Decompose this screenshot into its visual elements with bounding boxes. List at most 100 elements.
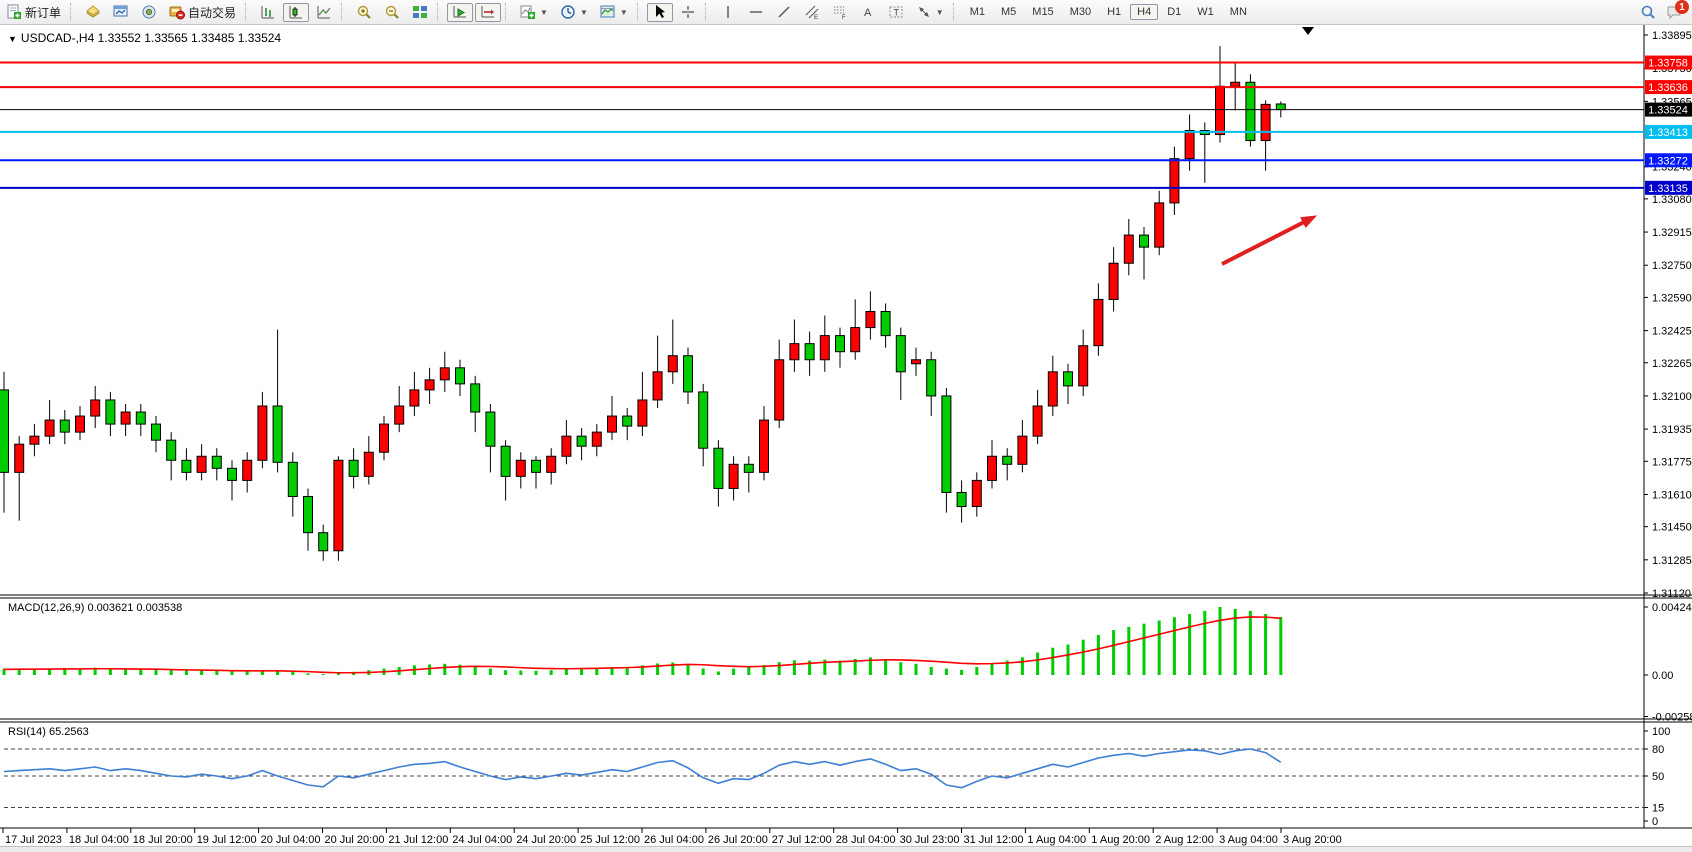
- timeframe-button-d1[interactable]: D1: [1167, 6, 1182, 18]
- candle-body: [90, 399, 101, 417]
- trendline-button[interactable]: [771, 3, 797, 22]
- search-icon[interactable]: [1640, 4, 1656, 20]
- trend-arrow-head[interactable]: [1300, 215, 1318, 228]
- equidistant-channel-icon: E: [804, 4, 820, 21]
- fibonacci-button[interactable]: F: [827, 3, 853, 22]
- price-tag-label: 1.33636: [1648, 82, 1688, 94]
- candle-body: [181, 459, 192, 473]
- equidistant-channel-button[interactable]: E: [799, 3, 825, 22]
- x-axis-label: 3 Aug 04:00: [1219, 834, 1278, 846]
- notifications-button[interactable]: 1: [1666, 0, 1689, 20]
- crosshair-button[interactable]: [675, 3, 701, 22]
- timeframe-button-m1[interactable]: M1: [969, 6, 985, 18]
- line-chart-icon: [316, 4, 332, 20]
- candle-body: [363, 451, 374, 477]
- macd-axis-tick-label: -0.002588: [1652, 711, 1692, 723]
- y-axis-tick-label: 1.31610: [1652, 489, 1692, 501]
- timeframe-button-h1[interactable]: H1: [1107, 6, 1122, 18]
- cursor-button[interactable]: [646, 2, 673, 22]
- price-tag: [1645, 55, 1692, 70]
- vertical-line-icon: [720, 4, 736, 20]
- indicators-button[interactable]: ▼: [515, 3, 553, 22]
- navigator-button[interactable]: [136, 3, 162, 22]
- timeframe-button-w1[interactable]: W1: [1197, 6, 1214, 18]
- shift-marker-icon[interactable]: [1302, 27, 1314, 35]
- periods-button[interactable]: ▼: [555, 3, 593, 22]
- timeframe-button-h4[interactable]: H4: [1130, 4, 1159, 20]
- toolbar-separator: [505, 3, 511, 21]
- x-axis-label: 24 Jul 20:00: [516, 834, 576, 846]
- timeframe-group: M1 M5 M15 M30 H1 H4 D1 W1 MN: [962, 4, 1255, 20]
- candle-body: [135, 411, 146, 425]
- candle-body: [789, 343, 800, 361]
- candle-body: [971, 479, 982, 508]
- price-tag: [1645, 124, 1692, 139]
- y-axis-tick-label: 1.32265: [1652, 358, 1692, 370]
- candle-body: [941, 395, 952, 493]
- price-tag: [1645, 153, 1692, 168]
- new-order-icon: [6, 4, 22, 20]
- zoom-out-button[interactable]: [379, 3, 405, 22]
- candle-body: [75, 415, 85, 433]
- text-button[interactable]: A: [855, 3, 881, 22]
- new-order-button[interactable]: 新订单: [1, 3, 66, 22]
- candle-body: [105, 399, 116, 425]
- chart-background: [0, 24, 1692, 847]
- indicators-icon: [520, 4, 536, 20]
- timeframe-button-m15[interactable]: M15: [1032, 6, 1054, 18]
- candle-body: [1139, 234, 1149, 248]
- autotrading-button[interactable]: 自动交易: [164, 3, 241, 22]
- candle-body: [379, 423, 389, 453]
- vertical-line-button[interactable]: [715, 3, 741, 22]
- timeframe-button-mn[interactable]: MN: [1229, 6, 1247, 18]
- zoom-in-button[interactable]: [351, 3, 377, 22]
- navigator-icon: [141, 4, 157, 20]
- rsi-label: RSI(14) 65.2563: [8, 726, 89, 738]
- data-window-icon: [113, 4, 129, 20]
- notification-badge: 1: [1675, 0, 1689, 14]
- y-axis-tick-label: 1.31450: [1652, 522, 1692, 534]
- candle-body: [439, 367, 450, 381]
- timeframe-button-m30[interactable]: M30: [1069, 6, 1092, 18]
- tile-windows-button[interactable]: [407, 3, 433, 22]
- y-axis-tick-label: 1.32425: [1652, 326, 1692, 338]
- x-axis-label: 26 Jul 20:00: [708, 834, 768, 846]
- candle-body: [485, 411, 496, 447]
- price-tag-label: 1.33135: [1648, 183, 1688, 195]
- macd-axis-tick-label: 0.00: [1652, 670, 1673, 682]
- timeframe-button-m5[interactable]: M5: [1001, 6, 1017, 18]
- candle-body: [29, 435, 40, 445]
- svg-text:E: E: [814, 15, 818, 20]
- candle-body: [333, 459, 344, 552]
- candle-body: [303, 495, 313, 534]
- candle-body: [318, 532, 329, 552]
- x-axis-label: 18 Jul 04:00: [69, 834, 129, 846]
- candle-body: [211, 455, 222, 469]
- line-chart-button[interactable]: [311, 3, 337, 22]
- status-bar: [0, 846, 1692, 852]
- arrows-tool-button[interactable]: ▼: [911, 3, 949, 22]
- candle-body: [546, 455, 557, 473]
- templates-button[interactable]: ▼: [595, 3, 633, 22]
- toolbar-separator: [636, 3, 643, 21]
- bar-chart-button[interactable]: [255, 3, 281, 22]
- svg-text:A: A: [864, 7, 872, 19]
- auto-scroll-button[interactable]: [447, 2, 474, 22]
- chart-shift-button[interactable]: [475, 2, 502, 22]
- trend-arrow-line[interactable]: [1221, 219, 1306, 266]
- cursor-icon: [652, 4, 668, 20]
- data-window-button[interactable]: [108, 3, 134, 22]
- horizontal-line-button[interactable]: [743, 3, 769, 22]
- templates-caret: ▼: [619, 7, 628, 17]
- price-tag-label: 1.33524: [1648, 105, 1688, 117]
- market-watch-button[interactable]: [80, 3, 106, 22]
- candle-body: [956, 491, 967, 508]
- trendline-icon: [776, 4, 792, 20]
- candlestick-chart-button[interactable]: [283, 2, 310, 22]
- candle-body: [1245, 81, 1256, 142]
- candle-body: [531, 459, 541, 473]
- text-label-button[interactable]: T: [883, 3, 909, 22]
- toolbar-separator: [704, 3, 711, 21]
- x-axis-label: 1 Aug 20:00: [1091, 834, 1150, 846]
